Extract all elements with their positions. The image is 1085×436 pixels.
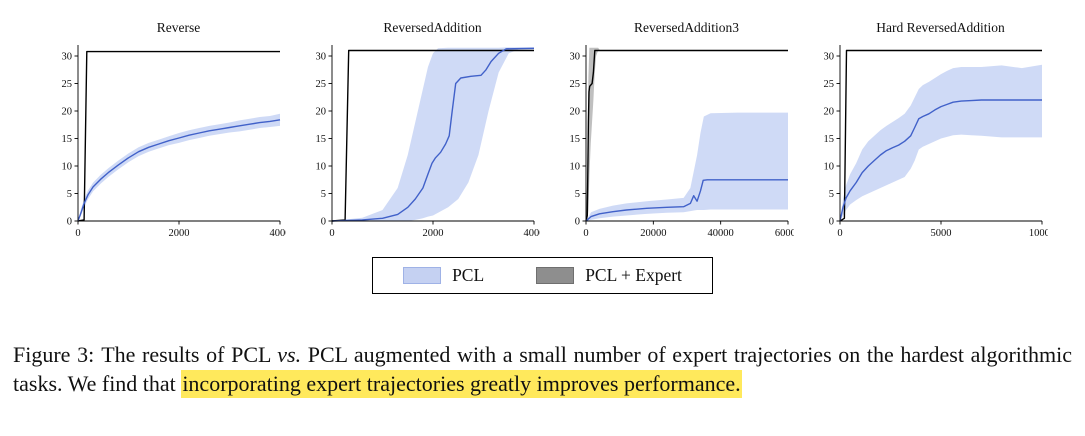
- chart-panel-reversedaddition3: ReversedAddition3 0 5 10 15 20 25 30 0 20000 4000…: [546, 20, 794, 243]
- chart-legend: PCL PCL + Expert: [372, 257, 713, 294]
- line-plot-reversedaddition: 0 5 10 15 20 25 30 0 2000 4000: [292, 37, 540, 243]
- svg-text:20: 20: [61, 107, 72, 118]
- svg-text:30: 30: [61, 52, 72, 63]
- chart-panel-reversedaddition: ReversedAddition 0 5 10 15 20 25 30 0 2000 4000: [292, 20, 540, 243]
- svg-text:4000: 4000: [523, 228, 540, 239]
- svg-text:0: 0: [75, 228, 80, 239]
- legend-item-pcl-expert: PCL + Expert: [536, 265, 682, 286]
- svg-text:20: 20: [823, 107, 834, 118]
- svg-text:5: 5: [320, 189, 325, 200]
- chart-title: Hard ReversedAddition: [876, 20, 1005, 35]
- caption-label: Figure 3:: [13, 342, 95, 367]
- line-plot-reverse: 0 5 10 15 20 25 30 0 2000 4000: [38, 37, 286, 243]
- svg-text:0: 0: [828, 217, 833, 228]
- svg-text:30: 30: [315, 52, 326, 63]
- svg-text:30: 30: [569, 52, 580, 63]
- caption-text-2: PCL augmented with a small number of exp…: [13, 342, 1073, 397]
- svg-text:20: 20: [569, 107, 580, 118]
- svg-text:5: 5: [828, 189, 833, 200]
- svg-text:2000: 2000: [422, 228, 443, 239]
- svg-text:25: 25: [315, 79, 326, 90]
- figure-charts-row: Reverse 051015202530020004000 ReversedAd…: [38, 20, 1048, 243]
- figure-caption: Figure 3: The results of PCL vs. PCL augm…: [13, 340, 1072, 399]
- caption-text-1: The results of PCL: [101, 342, 278, 367]
- line-plot-hard-reversedaddition: 0 5 10 15 20 25 30 0 5000 10000: [800, 37, 1048, 243]
- svg-text:15: 15: [569, 134, 580, 145]
- chart-title: ReversedAddition: [383, 20, 482, 35]
- svg-text:10: 10: [823, 162, 834, 173]
- svg-text:30: 30: [823, 52, 834, 63]
- svg-text:0: 0: [574, 217, 579, 228]
- legend-item-pcl: PCL: [403, 265, 484, 286]
- chart-panel-hard-reversedaddition: Hard ReversedAddition 0 5 10 15 20 25 30 0 5000 1…: [800, 20, 1048, 243]
- svg-text:20: 20: [315, 107, 326, 118]
- chart-title: Reverse: [156, 20, 201, 35]
- line-plot-reversedaddition3: 0 5 10 15 20 25 30 0 20000 40000 60000: [546, 37, 794, 243]
- svg-text:25: 25: [61, 79, 72, 90]
- svg-text:25: 25: [823, 79, 834, 90]
- legend-label-pcl-expert: PCL + Expert: [585, 265, 682, 285]
- svg-text:60000: 60000: [774, 228, 793, 239]
- svg-text:5: 5: [574, 189, 579, 200]
- svg-text:5: 5: [66, 189, 71, 200]
- pcl-color-swatch: [403, 267, 442, 284]
- legend-row: PCL PCL + Expert: [0, 257, 1085, 294]
- svg-text:0: 0: [329, 228, 334, 239]
- caption-italic-vs: vs.: [277, 342, 302, 367]
- svg-text:15: 15: [823, 134, 834, 145]
- chart-title: ReversedAddition3: [634, 20, 739, 35]
- svg-text:0: 0: [837, 228, 842, 239]
- caption-highlight: incorporating expert trajectories greatl…: [181, 370, 742, 399]
- pcl-expert-color-swatch: [536, 267, 575, 284]
- svg-text:40000: 40000: [707, 228, 733, 239]
- svg-text:4000: 4000: [269, 228, 286, 239]
- svg-text:20000: 20000: [640, 228, 666, 239]
- svg-text:2000: 2000: [168, 228, 189, 239]
- svg-text:10000: 10000: [1028, 228, 1047, 239]
- svg-text:10: 10: [315, 162, 326, 173]
- svg-text:0: 0: [583, 228, 588, 239]
- chart-panel-reverse: Reverse 0 5 10 15 20 25 30 0 2000 4000: [38, 20, 286, 243]
- legend-label-pcl: PCL: [452, 265, 485, 285]
- svg-text:10: 10: [569, 162, 580, 173]
- svg-text:5000: 5000: [930, 228, 951, 239]
- svg-text:15: 15: [61, 134, 72, 145]
- svg-text:25: 25: [569, 79, 580, 90]
- svg-text:15: 15: [315, 134, 326, 145]
- svg-text:10: 10: [61, 162, 72, 173]
- svg-text:0: 0: [66, 217, 71, 228]
- svg-text:0: 0: [320, 217, 325, 228]
